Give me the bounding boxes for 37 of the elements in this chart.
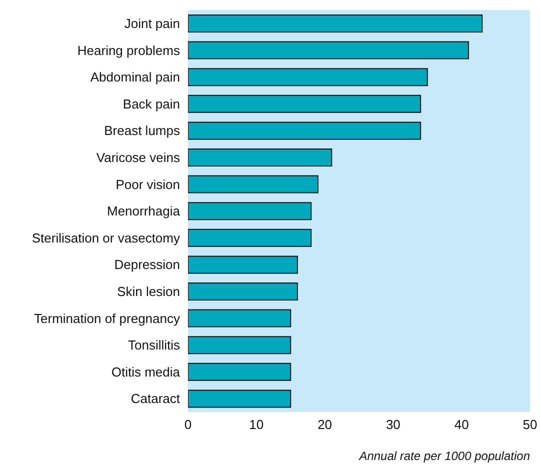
x-tick-label: 20 [318, 417, 332, 432]
bar [188, 122, 422, 140]
y-tick-label: Hearing problems [77, 42, 180, 58]
bar [188, 256, 298, 274]
y-tick-label: Varicose veins [96, 150, 180, 166]
x-tick-label: 10 [249, 417, 264, 432]
x-tick-label: 40 [454, 417, 469, 432]
x-tick-label: 30 [386, 417, 400, 432]
y-tick-label: Cataract [130, 391, 180, 406]
y-tick-label: Sterilisation or vasectomy [32, 230, 180, 246]
y-tick-label: Skin lesion [117, 284, 180, 300]
y-tick-label: Joint pain [124, 16, 180, 32]
bar [188, 94, 422, 113]
bar [188, 390, 292, 408]
bar [188, 228, 312, 247]
bar [188, 14, 483, 32]
bar [188, 309, 292, 328]
bar [188, 41, 469, 60]
x-axis-title: Annual rate per 1000 population [358, 449, 530, 463]
bar [188, 68, 428, 86]
bar [188, 202, 312, 220]
bar [188, 148, 332, 166]
bar [188, 175, 318, 194]
y-tick-label: Abdominal pain [90, 70, 180, 85]
bar [188, 336, 292, 354]
bar [188, 362, 292, 381]
y-tick-label: Depression [114, 257, 180, 272]
y-tick-label: Otitis media [111, 364, 181, 380]
y-tick-label: Breast lumps [104, 123, 180, 138]
bar [188, 282, 298, 300]
x-tick-label: 50 [522, 417, 538, 432]
y-tick-label: Menorrhagia [107, 204, 181, 219]
y-tick-label: Tonsillitis [128, 338, 180, 353]
y-tick-label: Termination of pregnancy [34, 310, 180, 326]
y-tick-label: Back pain [122, 96, 180, 112]
y-tick-label: Poor vision [116, 176, 180, 192]
x-tick-label: 0 [184, 417, 192, 432]
